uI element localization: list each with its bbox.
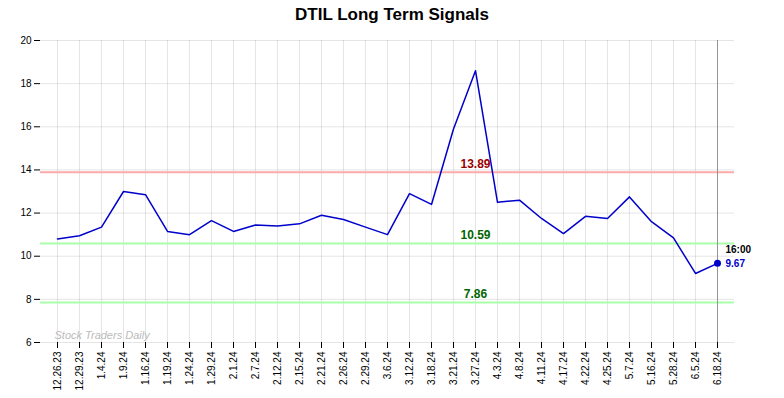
svg-text:3.27.24: 3.27.24 — [470, 351, 481, 385]
svg-text:4.25.24: 4.25.24 — [602, 351, 613, 385]
svg-text:16:00: 16:00 — [726, 244, 752, 255]
svg-text:5.28.24: 5.28.24 — [668, 351, 679, 385]
svg-text:6.5.24: 6.5.24 — [690, 351, 701, 379]
svg-text:13.89: 13.89 — [460, 157, 490, 171]
svg-text:20: 20 — [20, 35, 32, 46]
svg-text:7.86: 7.86 — [464, 287, 488, 301]
svg-text:2.1.24: 2.1.24 — [228, 351, 239, 379]
svg-text:3.21.24: 3.21.24 — [448, 351, 459, 385]
svg-text:2.29.24: 2.29.24 — [360, 351, 371, 385]
svg-text:5.7.24: 5.7.24 — [624, 351, 635, 379]
svg-text:1.16.24: 1.16.24 — [140, 351, 151, 385]
svg-text:3.12.24: 3.12.24 — [404, 351, 415, 385]
svg-text:2.12.24: 2.12.24 — [272, 351, 283, 385]
svg-text:4.8.24: 4.8.24 — [514, 351, 525, 379]
svg-text:10: 10 — [20, 250, 32, 261]
svg-text:3.6.24: 3.6.24 — [382, 351, 393, 379]
svg-text:9.67: 9.67 — [726, 258, 746, 269]
svg-text:12: 12 — [20, 207, 32, 218]
svg-text:16: 16 — [20, 121, 32, 132]
svg-text:1.19.24: 1.19.24 — [162, 351, 173, 385]
svg-text:4.17.24: 4.17.24 — [558, 351, 569, 385]
svg-text:6: 6 — [26, 337, 32, 348]
svg-text:4.11.24: 4.11.24 — [536, 351, 547, 384]
svg-text:8: 8 — [26, 294, 32, 305]
svg-text:2.26.24: 2.26.24 — [338, 351, 349, 385]
svg-text:14: 14 — [20, 164, 32, 175]
svg-text:1.29.24: 1.29.24 — [206, 351, 217, 385]
html-text:DTIL Long Term Signals: DTIL Long Term Signals — [295, 5, 489, 24]
svg-text:6.18.24: 6.18.24 — [712, 351, 723, 385]
svg-text:2.21.24: 2.21.24 — [316, 351, 327, 385]
svg-text:5.16.24: 5.16.24 — [646, 351, 657, 385]
svg-text:10.59: 10.59 — [460, 228, 490, 242]
svg-text:1.4.24: 1.4.24 — [96, 351, 107, 379]
svg-text:18: 18 — [20, 78, 32, 89]
svg-text:2.15.24: 2.15.24 — [294, 351, 305, 385]
svg-text:2.7.24: 2.7.24 — [250, 351, 261, 379]
svg-text:1.9.24: 1.9.24 — [118, 351, 129, 379]
svg-text:4.22.24: 4.22.24 — [580, 351, 591, 385]
svg-text:Stock Traders Daily: Stock Traders Daily — [55, 329, 152, 341]
svg-text:1.24.24: 1.24.24 — [184, 351, 195, 385]
svg-text:4.3.24: 4.3.24 — [492, 351, 503, 379]
svg-text:12.29.23: 12.29.23 — [74, 351, 85, 390]
svg-text:3.18.24: 3.18.24 — [426, 351, 437, 385]
svg-text:12.26.23: 12.26.23 — [52, 351, 63, 390]
